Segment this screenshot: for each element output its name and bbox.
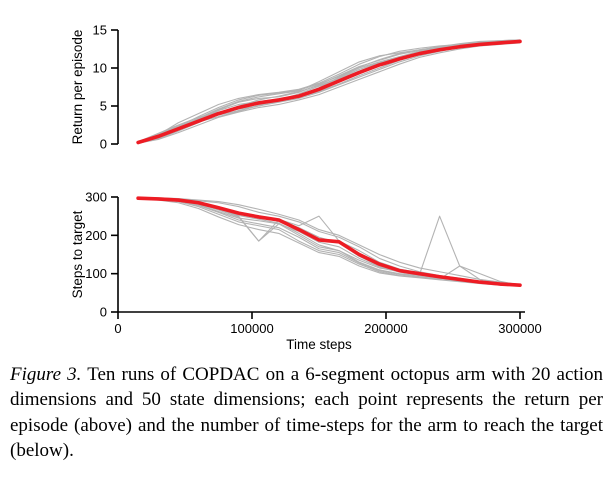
y-tick-label: 15	[93, 23, 107, 38]
figure-caption: Figure 3. Ten runs of COPDAC on a 6-segm…	[10, 362, 603, 463]
y-tick-label: 0	[100, 137, 107, 152]
y-axis-label: Return per episode	[70, 30, 85, 145]
run-line	[137, 41, 521, 143]
y-tick-label: 200	[85, 228, 107, 243]
y-tick-label: 10	[93, 61, 107, 76]
run-line	[137, 40, 521, 144]
run-line	[137, 197, 521, 287]
y-tick-label: 0	[100, 305, 107, 320]
y-axis-label: Steps to target	[70, 210, 85, 298]
run-line	[137, 41, 521, 144]
x-axis-label: Time steps	[286, 337, 352, 352]
run-line	[137, 39, 521, 144]
run-line	[137, 40, 521, 144]
run-line	[137, 39, 521, 144]
y-tick-label: 100	[85, 266, 107, 281]
x-tick-label: 200000	[364, 321, 407, 336]
run-line	[137, 197, 521, 286]
run-line	[137, 196, 521, 285]
charts-svg: 0 5 10 15 Return per episode 0 100 200 300Steps …	[70, 23, 542, 353]
mean-line	[136, 196, 522, 287]
y-tick-label: 300	[85, 190, 107, 205]
run-line	[137, 42, 521, 144]
x-tick-label: 300000	[498, 321, 541, 336]
figure-label: Figure 3.	[10, 364, 82, 385]
run-line	[137, 40, 521, 144]
mean-line	[136, 39, 522, 145]
run-line	[137, 40, 521, 144]
x-tick-label: 0	[114, 321, 121, 336]
x-tick-label: 100000	[230, 321, 273, 336]
y-tick-label: 5	[100, 99, 107, 114]
figure-caption-text: Ten runs of COPDAC on a 6-segment octopu…	[10, 364, 603, 461]
